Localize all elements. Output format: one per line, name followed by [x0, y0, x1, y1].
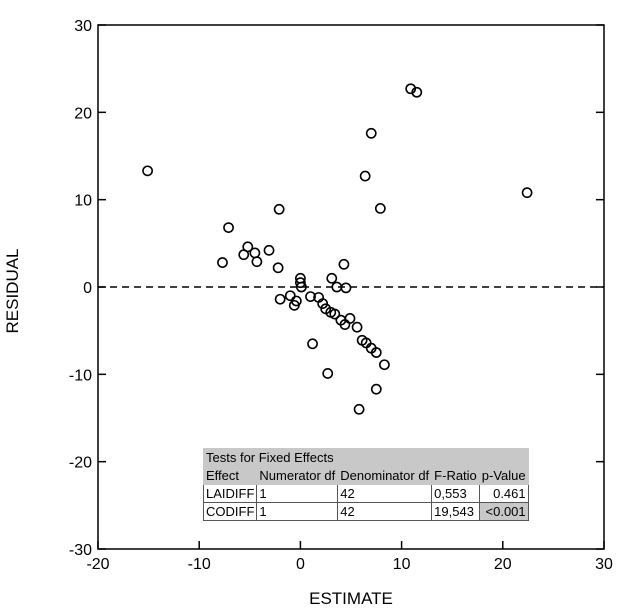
cell-f-ratio: 0,553: [431, 484, 480, 503]
data-point: [359, 170, 371, 182]
data-point: [251, 256, 263, 268]
data-point: [296, 281, 307, 293]
header-numerator-df: Numerator df: [256, 466, 339, 485]
data-point: [249, 247, 261, 259]
header-denominator-df: Denominator df: [337, 466, 433, 485]
table-title-row: Tests for Fixed Effects: [203, 448, 529, 467]
data-point: [263, 244, 275, 256]
data-point: [294, 277, 306, 289]
data-point: [272, 262, 284, 274]
x-tick-label: 20: [494, 556, 512, 573]
points-layer: [142, 83, 533, 415]
cell-effect: CODIFF: [202, 502, 258, 521]
table-row: CODIFF 1 42 19,543 <0.001: [202, 502, 529, 521]
data-point: [378, 359, 390, 371]
data-point: [242, 241, 254, 253]
data-point: [273, 203, 285, 215]
data-point: [344, 313, 356, 324]
data-point: [274, 293, 286, 305]
data-point: [353, 403, 365, 415]
data-point: [405, 83, 417, 95]
data-point: [322, 368, 334, 379]
data-point: [284, 290, 296, 302]
y-tick-label: -20: [69, 455, 92, 472]
cell-p-value: <0.001: [478, 502, 529, 521]
data-point: [317, 298, 329, 309]
data-point: [370, 383, 382, 395]
data-point: [411, 86, 423, 98]
y-tick-label: -30: [69, 542, 92, 559]
y-axis-label: RESIDUAL: [3, 248, 22, 333]
cell-effect: LAIDIFF: [202, 484, 258, 503]
y-tick-label: 10: [74, 193, 92, 210]
table-title: Tests for Fixed Effects: [203, 448, 529, 467]
header-effect: Effect: [202, 466, 258, 485]
data-point: [370, 347, 382, 358]
cell-numerator-df: 1: [256, 502, 339, 521]
data-point: [521, 187, 533, 199]
y-tick-label: 0: [83, 280, 92, 297]
data-point: [142, 165, 153, 177]
x-tick-label: -20: [86, 556, 109, 573]
data-point: [374, 202, 386, 214]
header-p-value: p-Value: [478, 466, 529, 485]
header-f-ratio: F-Ratio: [431, 466, 480, 485]
data-point: [326, 272, 338, 284]
x-tick-label: 10: [393, 556, 411, 573]
data-point: [217, 257, 228, 268]
cell-denominator-df: 42: [337, 502, 433, 521]
data-point: [338, 258, 350, 270]
data-point: [223, 222, 234, 234]
cell-denominator-df: 42: [337, 484, 433, 503]
data-point: [340, 282, 352, 294]
x-tick-label: -10: [188, 556, 211, 573]
table-row: LAIDIFF 1 42 0,553 0.461: [202, 484, 529, 503]
y-tick-label: 20: [74, 105, 92, 122]
data-point: [351, 321, 363, 333]
table-header-row: Effect Numerator df Denominator df F-Rat…: [202, 466, 529, 485]
x-tick-label: 30: [595, 556, 613, 573]
x-tick-label: 0: [296, 556, 305, 573]
data-point: [290, 295, 302, 307]
y-tick-label: -10: [69, 367, 92, 384]
cell-numerator-df: 1: [256, 484, 339, 503]
data-point: [329, 308, 341, 320]
y-tick-label: 30: [74, 18, 92, 35]
cell-p-value: 0.461: [478, 484, 529, 503]
data-point: [305, 291, 316, 303]
data-point: [307, 338, 318, 350]
data-point: [365, 127, 377, 139]
x-axis-label: ESTIMATE: [309, 589, 393, 608]
fixed-effects-table: Tests for Fixed Effects Effect Numerator…: [202, 448, 529, 521]
cell-f-ratio: 19,543: [431, 502, 480, 521]
